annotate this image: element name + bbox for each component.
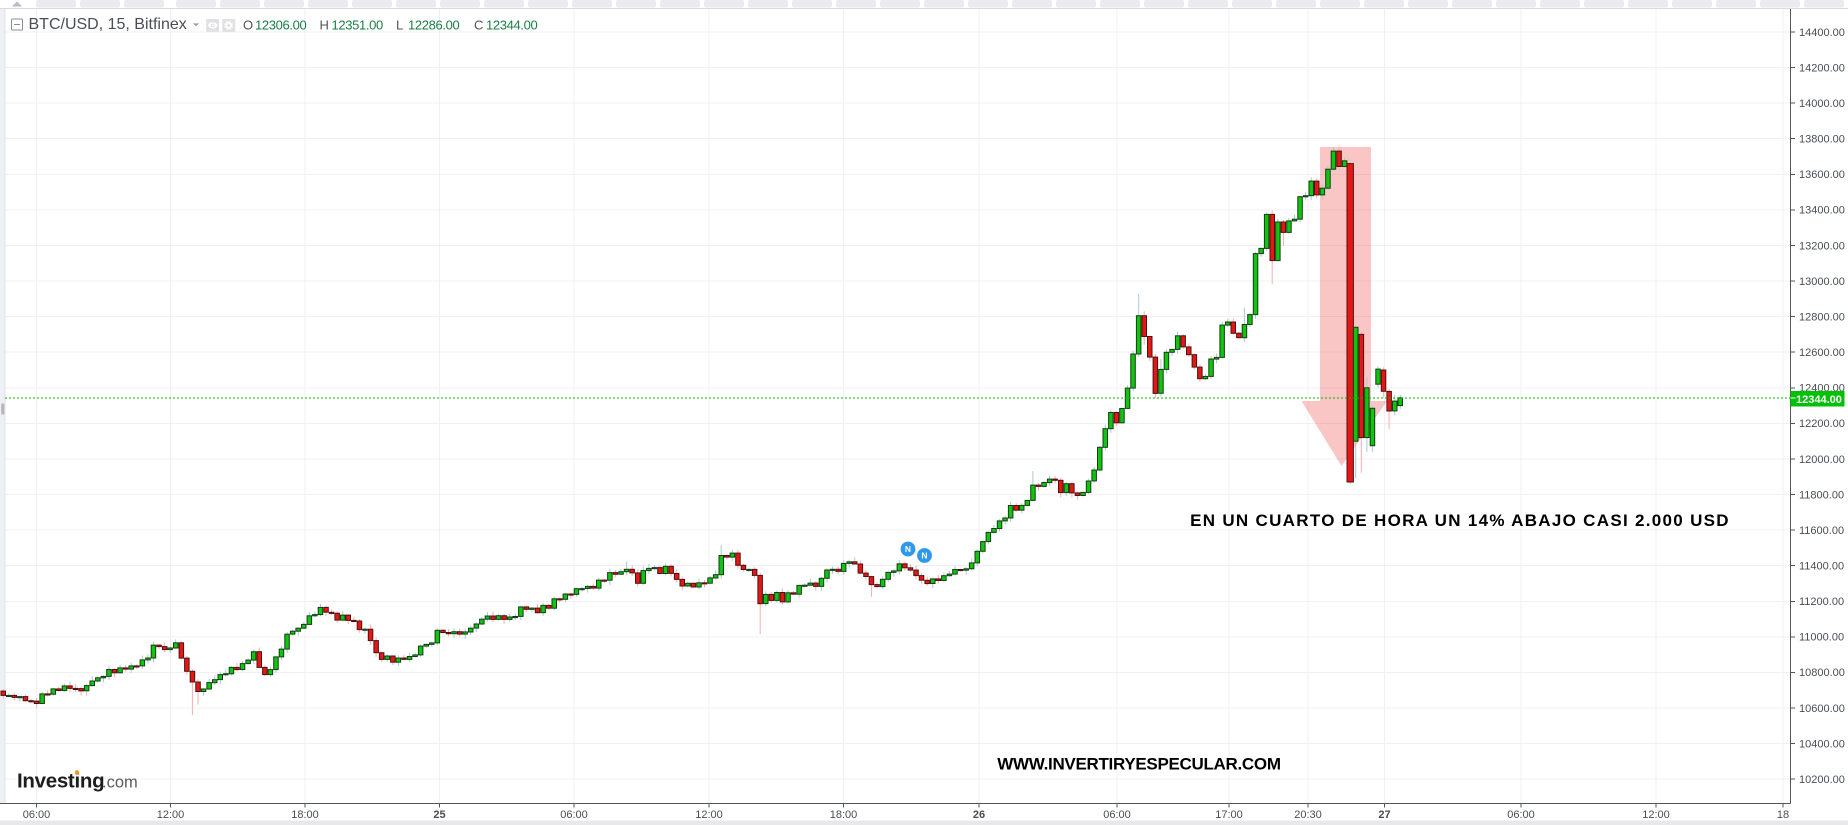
svg-text:11400.00: 11400.00 [1799, 561, 1844, 573]
svg-text:C: C [474, 17, 483, 32]
svg-text:14400.00: 14400.00 [1799, 27, 1845, 39]
svg-text:10400.00: 10400.00 [1799, 738, 1845, 750]
svg-text:12200.00: 12200.00 [1799, 418, 1845, 430]
svg-text:17:00: 17:00 [1215, 809, 1243, 821]
svg-text:14200.00: 14200.00 [1799, 62, 1845, 74]
svg-text:12351.00: 12351.00 [332, 17, 384, 32]
svg-text:11200.00: 11200.00 [1799, 596, 1844, 608]
svg-text:06:00: 06:00 [23, 809, 51, 821]
svg-text:06:00: 06:00 [1507, 809, 1535, 821]
svg-text:13200.00: 13200.00 [1799, 240, 1845, 252]
svg-text:12:00: 12:00 [695, 809, 723, 821]
svg-text:Investing: Investing [17, 770, 104, 793]
svg-text:12286.00: 12286.00 [408, 17, 460, 32]
svg-text:O: O [243, 17, 253, 32]
svg-text:27: 27 [1378, 809, 1390, 821]
svg-text:14000.00: 14000.00 [1799, 98, 1845, 110]
svg-text:12000.00: 12000.00 [1799, 454, 1845, 466]
svg-text:12:00: 12:00 [157, 809, 185, 821]
svg-text:18:00: 18:00 [830, 809, 858, 821]
svg-text:12344.00: 12344.00 [1796, 394, 1842, 406]
svg-text:06:00: 06:00 [1103, 809, 1131, 821]
svg-text:11800.00: 11800.00 [1799, 489, 1844, 501]
svg-text:.com: .com [102, 774, 138, 792]
svg-text:L: L [396, 17, 403, 32]
svg-text:20:30: 20:30 [1294, 809, 1322, 821]
svg-text:10600.00: 10600.00 [1799, 703, 1845, 715]
svg-text:H: H [320, 17, 329, 32]
svg-text:12600.00: 12600.00 [1799, 347, 1845, 359]
svg-text:13800.00: 13800.00 [1799, 134, 1845, 146]
svg-text:10800.00: 10800.00 [1799, 667, 1845, 679]
svg-text:12800.00: 12800.00 [1799, 311, 1845, 323]
svg-text:12306.00: 12306.00 [255, 17, 307, 32]
svg-text:11600.00: 11600.00 [1799, 525, 1844, 537]
svg-text:13600.00: 13600.00 [1799, 169, 1845, 181]
svg-text:25: 25 [433, 809, 445, 821]
svg-text:10200.00: 10200.00 [1799, 774, 1845, 786]
svg-text:11000.00: 11000.00 [1799, 632, 1844, 644]
svg-text:N: N [905, 544, 911, 554]
svg-text:12344.00: 12344.00 [486, 17, 538, 32]
svg-text:06:00: 06:00 [560, 809, 588, 821]
svg-text:18:00: 18:00 [291, 809, 319, 821]
svg-text:WWW.INVERTIRYESPECULAR.COM: WWW.INVERTIRYESPECULAR.COM [997, 755, 1281, 774]
svg-text:EN UN CUARTO DE HORA UN 14% AB: EN UN CUARTO DE HORA UN 14% ABAJO CASI 2… [1190, 511, 1730, 530]
svg-text:13000.00: 13000.00 [1799, 276, 1845, 288]
svg-text:12:00: 12:00 [1642, 809, 1670, 821]
svg-text:26: 26 [973, 809, 985, 821]
svg-text:N: N [921, 551, 927, 561]
svg-text:18: 18 [1777, 809, 1789, 821]
svg-text:13400.00: 13400.00 [1799, 205, 1845, 217]
svg-text:BTC/USD, 15, Bitfinex: BTC/USD, 15, Bitfinex [29, 16, 187, 33]
